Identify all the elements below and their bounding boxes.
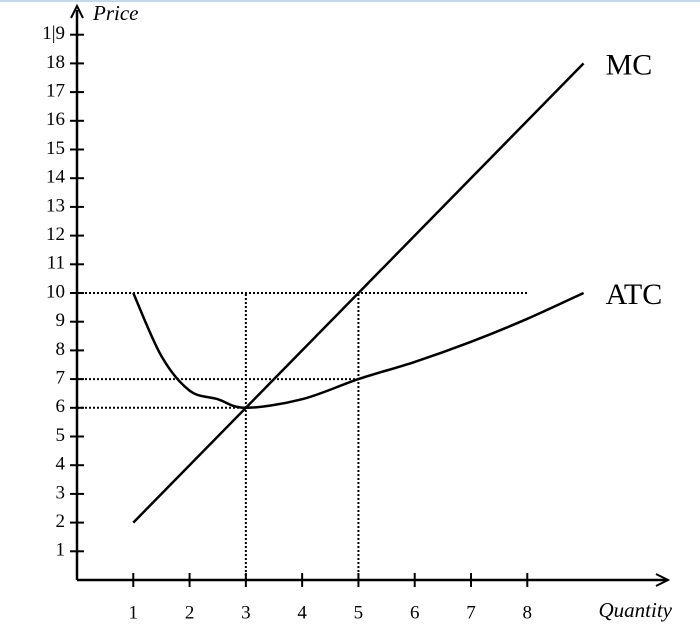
x-tick-label: 8	[523, 602, 533, 623]
y-tick-label: 8	[56, 339, 66, 360]
x-tick-label: 7	[466, 602, 476, 623]
x-tick-label: 2	[185, 602, 195, 623]
series-line	[132, 291, 585, 410]
y-tick-label: 3	[56, 482, 66, 503]
x-tick-label: 3	[241, 602, 251, 623]
y-tick-label: 2	[56, 511, 66, 532]
y-arrow	[70, 3, 84, 19]
y-tick-label: 1|9	[42, 23, 65, 44]
x-tick-label: 1	[129, 602, 139, 623]
y-tick-label: 16	[46, 109, 65, 130]
y-axis-title: Price	[92, 1, 138, 25]
y-tick-label: 17	[46, 80, 65, 101]
y-tick-label: 4	[56, 454, 66, 475]
y-tick-label: 12	[46, 224, 65, 245]
series-line	[132, 62, 585, 524]
y-tick-label: 10	[46, 281, 65, 302]
x-axis-title: Quantity	[599, 598, 673, 622]
y-tick-label: 5	[56, 425, 66, 446]
series-label: MC	[606, 48, 653, 81]
y-tick-label: 13	[46, 195, 65, 216]
top-border	[0, 0, 700, 2]
x-arrow	[655, 573, 671, 587]
x-tick-label: 6	[410, 602, 420, 623]
y-tick-label: 1	[56, 540, 66, 561]
y-tick-label: 15	[46, 138, 65, 159]
y-tick-label: 6	[56, 396, 66, 417]
x-tick-label: 4	[297, 602, 307, 623]
x-tick-label: 5	[354, 602, 364, 623]
y-tick-label: 14	[46, 167, 66, 188]
series-label: ATC	[606, 278, 663, 311]
y-tick-label: 11	[47, 253, 65, 274]
y-tick-label: 7	[56, 367, 66, 388]
y-tick-label: 18	[46, 52, 65, 73]
y-tick-label: 9	[56, 310, 66, 331]
